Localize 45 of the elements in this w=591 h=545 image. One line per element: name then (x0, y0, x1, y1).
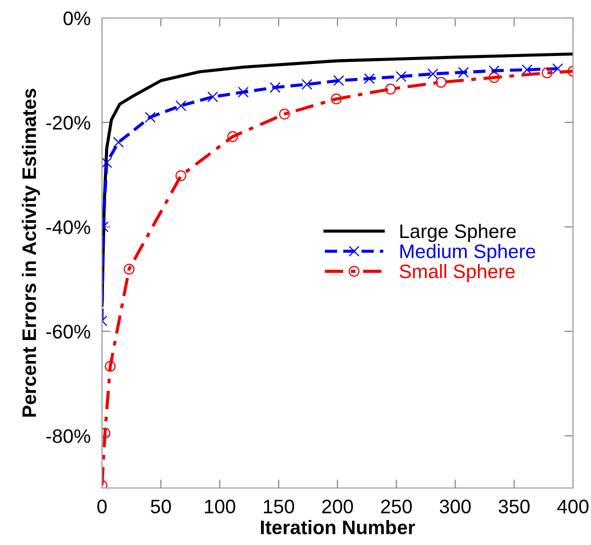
y-tick-label: -60% (46, 324, 90, 339)
x-tick-label: 300 (440, 500, 471, 514)
point (330, 94, 342, 104)
point (175, 170, 186, 182)
legend-label: Large Sphere (400, 224, 516, 242)
x-tick-label: 150 (264, 500, 294, 514)
point (436, 76, 447, 88)
point (301, 78, 312, 90)
point (488, 72, 500, 83)
x-tick-label: 100 (205, 500, 236, 514)
point (175, 100, 186, 112)
point (207, 91, 218, 102)
y-axis-title: Percent Errors in Activity Estimates (22, 88, 40, 417)
point (385, 84, 396, 94)
point (396, 71, 406, 82)
x-tick-label: 200 (322, 500, 353, 514)
point (522, 64, 532, 76)
point (333, 75, 344, 86)
x-tick-label: 400 (557, 500, 588, 514)
point (364, 73, 375, 84)
x-tick-label: 50 (150, 500, 171, 514)
point (270, 82, 281, 93)
legend-label: Medium Sphere (400, 244, 536, 262)
point (458, 66, 469, 78)
y-tick-label: -40% (46, 220, 90, 234)
x-tick-label: 350 (498, 500, 530, 514)
x-axis-title: Iteration Number (261, 520, 415, 534)
point (113, 136, 124, 148)
point (144, 112, 156, 123)
point (227, 131, 238, 142)
x-tick-label: 0 (97, 500, 107, 514)
point (279, 108, 290, 120)
point (552, 63, 564, 74)
point (102, 157, 112, 168)
y-tick-label: -80% (46, 429, 90, 444)
point (427, 68, 438, 80)
point (542, 67, 553, 78)
legend-label: Small Sphere (400, 264, 515, 282)
y-tick-label: -20% (46, 116, 90, 130)
x-tick-label: 250 (381, 500, 412, 514)
point (238, 86, 249, 98)
point (104, 360, 116, 372)
point (124, 264, 134, 275)
point (488, 65, 500, 76)
y-tick-label: 0% (64, 11, 90, 26)
